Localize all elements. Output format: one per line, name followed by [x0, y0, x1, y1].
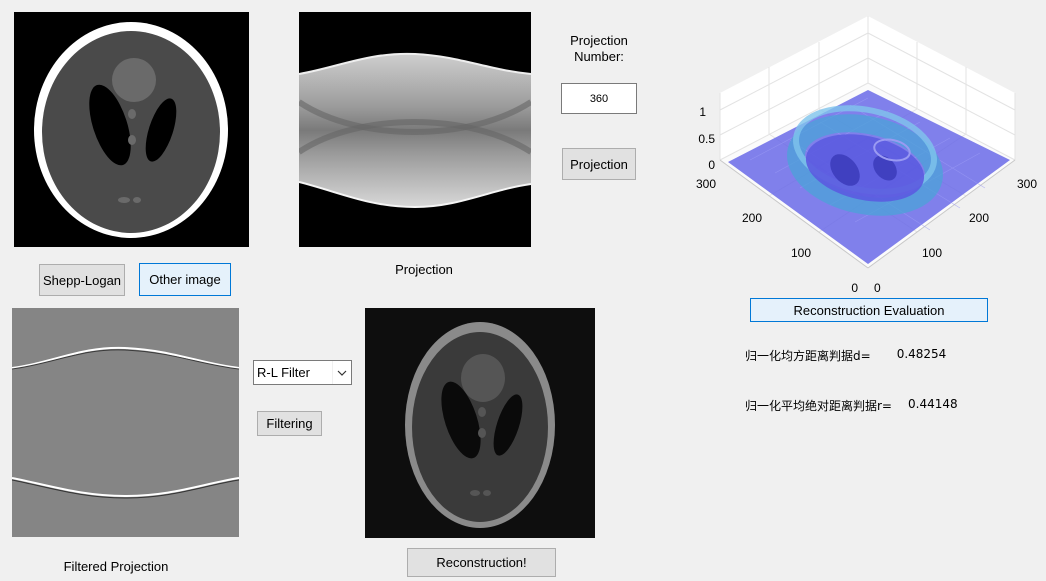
z-tick-1: 1 — [699, 105, 706, 119]
right-tick-0: 0 — [874, 281, 881, 295]
projection-number-input[interactable]: 360 — [561, 83, 637, 114]
right-tick-200: 200 — [969, 211, 989, 225]
metric-r: 归一化平均绝对距离判据r= 0.44148 — [745, 397, 958, 414]
right-tick-300: 300 — [1017, 177, 1037, 191]
filter-select[interactable]: R-L Filter — [253, 360, 352, 385]
shepp-logan-button[interactable]: Shepp-Logan — [39, 264, 125, 296]
filtered-projection-image — [12, 308, 239, 537]
left-tick-200: 200 — [742, 211, 762, 225]
reconstruction-button[interactable]: Reconstruction! — [407, 548, 556, 577]
metric-r-value: 0.44148 — [908, 397, 958, 411]
phantom-image — [14, 12, 249, 247]
filter-select-value: R-L Filter — [257, 365, 310, 380]
z-tick-3: 0 — [708, 158, 715, 172]
reconstruction-evaluation-button[interactable]: Reconstruction Evaluation — [750, 298, 988, 322]
filtered-projection-caption: Filtered Projection — [63, 559, 169, 574]
evaluation-surface-plot: 1 0.5 0 300 200 100 0 0 100 200 300 — [680, 10, 1040, 300]
filtering-button[interactable]: Filtering — [257, 411, 322, 436]
metric-d-label: 归一化均方距离判据d= — [745, 349, 871, 363]
left-tick-300: 300 — [696, 177, 716, 191]
metric-r-label: 归一化平均绝对距离判据r= — [745, 399, 892, 413]
projection-number-label: Projection Number: — [570, 33, 628, 64]
other-image-button[interactable]: Other image — [139, 263, 231, 296]
projection-sinogram — [299, 12, 531, 247]
metric-d-value: 0.48254 — [896, 347, 947, 361]
projection-caption: Projection — [395, 262, 453, 277]
metric-d: 归一化均方距离判据d= 0.48254 — [745, 347, 946, 364]
left-tick-100: 100 — [791, 246, 811, 260]
right-tick-100: 100 — [922, 246, 942, 260]
left-tick-0: 0 — [851, 281, 858, 295]
chevron-down-icon[interactable] — [332, 361, 351, 384]
projection-button[interactable]: Projection — [562, 148, 636, 180]
reconstruction-image — [365, 308, 595, 538]
z-tick-2: 0.5 — [698, 132, 715, 146]
